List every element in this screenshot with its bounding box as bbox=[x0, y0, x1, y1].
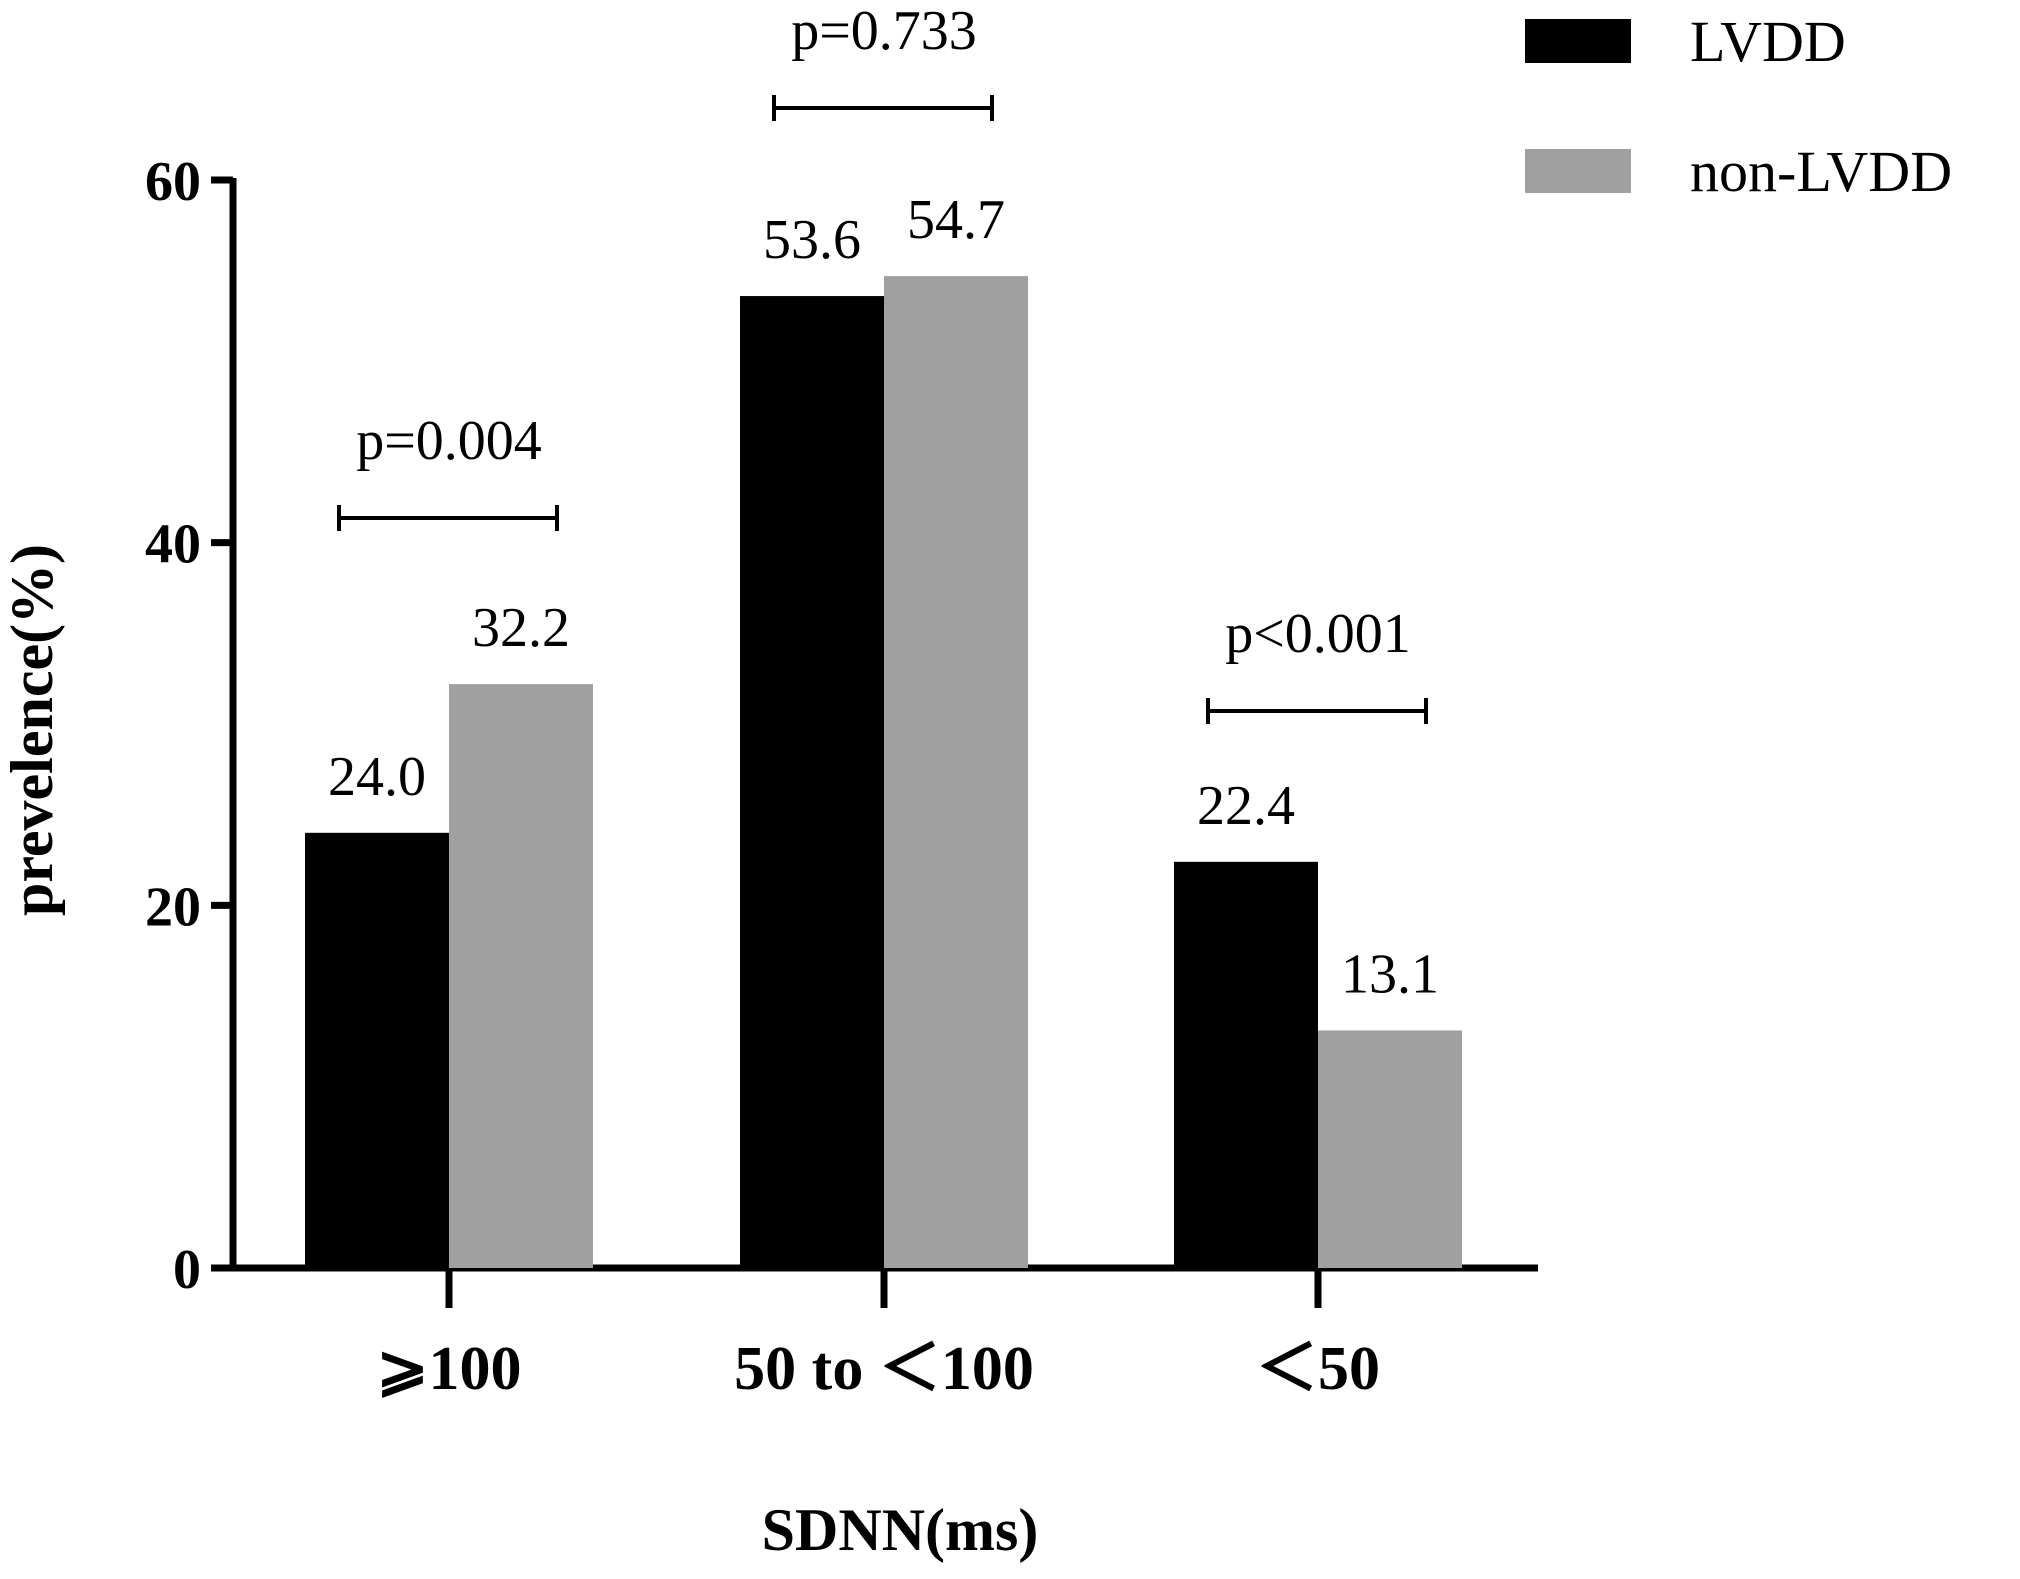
value-label: 32.2 bbox=[472, 597, 570, 659]
p-value-label: p=0.733 bbox=[791, 0, 977, 62]
legend-swatch-lvdd bbox=[1525, 19, 1631, 63]
legend-label: LVDD bbox=[1690, 9, 1846, 74]
value-label: 13.1 bbox=[1341, 943, 1439, 1005]
bars bbox=[305, 276, 1462, 1268]
axes: 0 20 40 60 ⩾100 50 to ＜100 ＜50 bbox=[145, 151, 1538, 1403]
value-label: 53.6 bbox=[763, 209, 861, 271]
x-tick-label: 50 to ＜100 bbox=[734, 1335, 1034, 1403]
legend-label: non-LVDD bbox=[1690, 139, 1952, 204]
bar-non-lvdd bbox=[449, 684, 593, 1268]
value-labels: 24.0 53.6 22.4 32.2 54.7 13.1 bbox=[328, 189, 1439, 1005]
significance-brackets: p=0.004 p=0.733 p<0.001 bbox=[337, 0, 1428, 724]
x-axis-title: SDNN(ms) bbox=[762, 1497, 1039, 1563]
value-label: 22.4 bbox=[1197, 775, 1295, 837]
x-tick-label: ⩾100 bbox=[377, 1335, 522, 1403]
bar-non-lvdd bbox=[884, 276, 1028, 1268]
y-tick-label: 40 bbox=[145, 514, 201, 576]
y-tick-label: 20 bbox=[145, 876, 201, 938]
bar-non-lvdd bbox=[1318, 1030, 1462, 1268]
bar-lvdd bbox=[305, 832, 449, 1268]
p-value-label: p=0.004 bbox=[356, 410, 542, 472]
p-value-label: p<0.001 bbox=[1225, 603, 1411, 665]
value-label: 24.0 bbox=[328, 746, 426, 808]
y-tick-label: 60 bbox=[145, 151, 201, 213]
legend-swatch-non-lvdd bbox=[1525, 149, 1631, 193]
x-tick-label: ＜50 bbox=[1256, 1335, 1380, 1403]
y-tick-label: 0 bbox=[173, 1239, 201, 1301]
bar-lvdd bbox=[1174, 861, 1318, 1268]
legend: LVDD non-LVDD bbox=[1525, 9, 1952, 204]
bar-lvdd bbox=[740, 296, 884, 1268]
y-axis-title: prevelence(%) bbox=[0, 544, 65, 916]
value-label: 54.7 bbox=[907, 189, 1005, 251]
